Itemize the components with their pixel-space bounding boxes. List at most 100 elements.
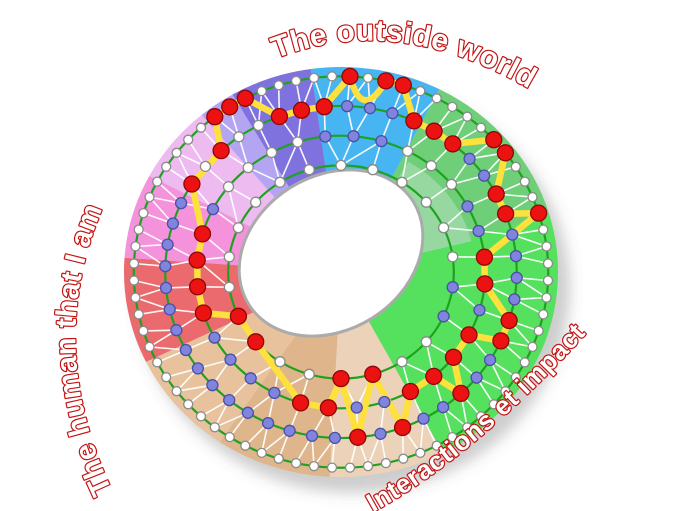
white-node xyxy=(362,460,374,472)
white-node xyxy=(240,440,251,451)
white-node xyxy=(171,147,182,158)
purple-node xyxy=(340,99,354,113)
white-node xyxy=(541,241,552,252)
white-node xyxy=(344,462,356,473)
white-node xyxy=(431,440,442,451)
purple-node xyxy=(436,401,450,414)
white-node xyxy=(161,372,172,383)
label-human-that-i-am: The human that I am xyxy=(50,199,118,501)
purple-node xyxy=(305,429,319,442)
purple-node xyxy=(437,310,450,323)
red-node xyxy=(183,175,201,193)
white-node xyxy=(542,258,554,269)
red-node xyxy=(270,107,289,126)
purple-node xyxy=(328,431,342,445)
white-node xyxy=(152,176,163,187)
white-node xyxy=(533,325,544,337)
white-node xyxy=(256,447,267,459)
purple-node xyxy=(174,196,188,210)
red-node xyxy=(496,205,515,223)
red-node xyxy=(332,369,350,388)
purple-node xyxy=(477,169,491,182)
white-node xyxy=(138,325,149,337)
white-node xyxy=(144,341,155,353)
white-node xyxy=(195,122,207,133)
white-node xyxy=(233,131,245,143)
purple-node xyxy=(191,362,205,375)
white-node xyxy=(273,80,284,91)
red-node xyxy=(229,307,248,325)
red-node xyxy=(460,326,478,344)
red-node xyxy=(349,428,367,446)
red-node xyxy=(500,311,518,330)
white-node xyxy=(519,357,530,368)
white-node xyxy=(265,146,278,159)
red-node xyxy=(212,141,230,160)
red-node xyxy=(377,72,395,90)
red-node xyxy=(444,348,463,366)
purple-node xyxy=(473,303,486,317)
white-node xyxy=(542,275,554,286)
white-node xyxy=(138,207,149,219)
white-node xyxy=(367,164,379,176)
purple-node xyxy=(244,372,257,385)
white-node xyxy=(133,309,144,320)
white-node xyxy=(380,457,392,469)
white-node xyxy=(308,460,320,472)
red-node xyxy=(394,76,412,94)
purple-node xyxy=(261,416,275,430)
purple-node xyxy=(510,271,523,284)
white-node xyxy=(488,399,499,410)
white-node xyxy=(420,336,432,348)
red-node xyxy=(401,382,420,401)
white-node xyxy=(290,457,302,469)
white-node xyxy=(475,411,487,422)
red-node xyxy=(405,112,423,130)
purple-node xyxy=(179,343,192,357)
red-node xyxy=(487,185,505,203)
white-node xyxy=(326,71,338,82)
white-node xyxy=(396,356,408,368)
white-node xyxy=(274,176,286,188)
purple-node xyxy=(350,401,363,414)
red-node xyxy=(206,108,224,126)
ring-circle-4 xyxy=(132,75,550,469)
white-node xyxy=(171,386,182,397)
white-node xyxy=(447,101,458,113)
red-node xyxy=(247,333,265,351)
white-node xyxy=(335,159,347,172)
journey-path xyxy=(188,73,542,441)
purple-node xyxy=(241,406,255,419)
white-node xyxy=(256,85,267,97)
red-node xyxy=(291,394,310,412)
red-node xyxy=(496,144,515,162)
purple-node xyxy=(347,130,360,143)
purple-node xyxy=(159,281,173,295)
white-node xyxy=(152,357,163,368)
white-node xyxy=(510,161,521,172)
white-node xyxy=(133,224,144,235)
white-node xyxy=(527,191,538,203)
white-node xyxy=(183,134,194,145)
white-node xyxy=(303,164,315,176)
purple-node xyxy=(166,217,180,230)
purple-node xyxy=(472,224,485,238)
red-node xyxy=(475,248,494,266)
white-node xyxy=(396,176,408,188)
purple-node xyxy=(163,303,176,316)
red-node xyxy=(476,275,494,293)
red-node xyxy=(492,332,510,350)
purple-node xyxy=(446,281,459,294)
purple-node xyxy=(363,102,377,115)
purple-node xyxy=(375,134,388,148)
white-node xyxy=(130,292,141,303)
white-node xyxy=(223,251,235,263)
white-node xyxy=(223,281,235,293)
white-node xyxy=(462,111,473,122)
wheel xyxy=(123,66,559,477)
white-node xyxy=(308,72,320,84)
white-node xyxy=(431,93,442,104)
white-node xyxy=(128,258,140,269)
white-node xyxy=(541,292,552,303)
white-node xyxy=(274,356,286,368)
